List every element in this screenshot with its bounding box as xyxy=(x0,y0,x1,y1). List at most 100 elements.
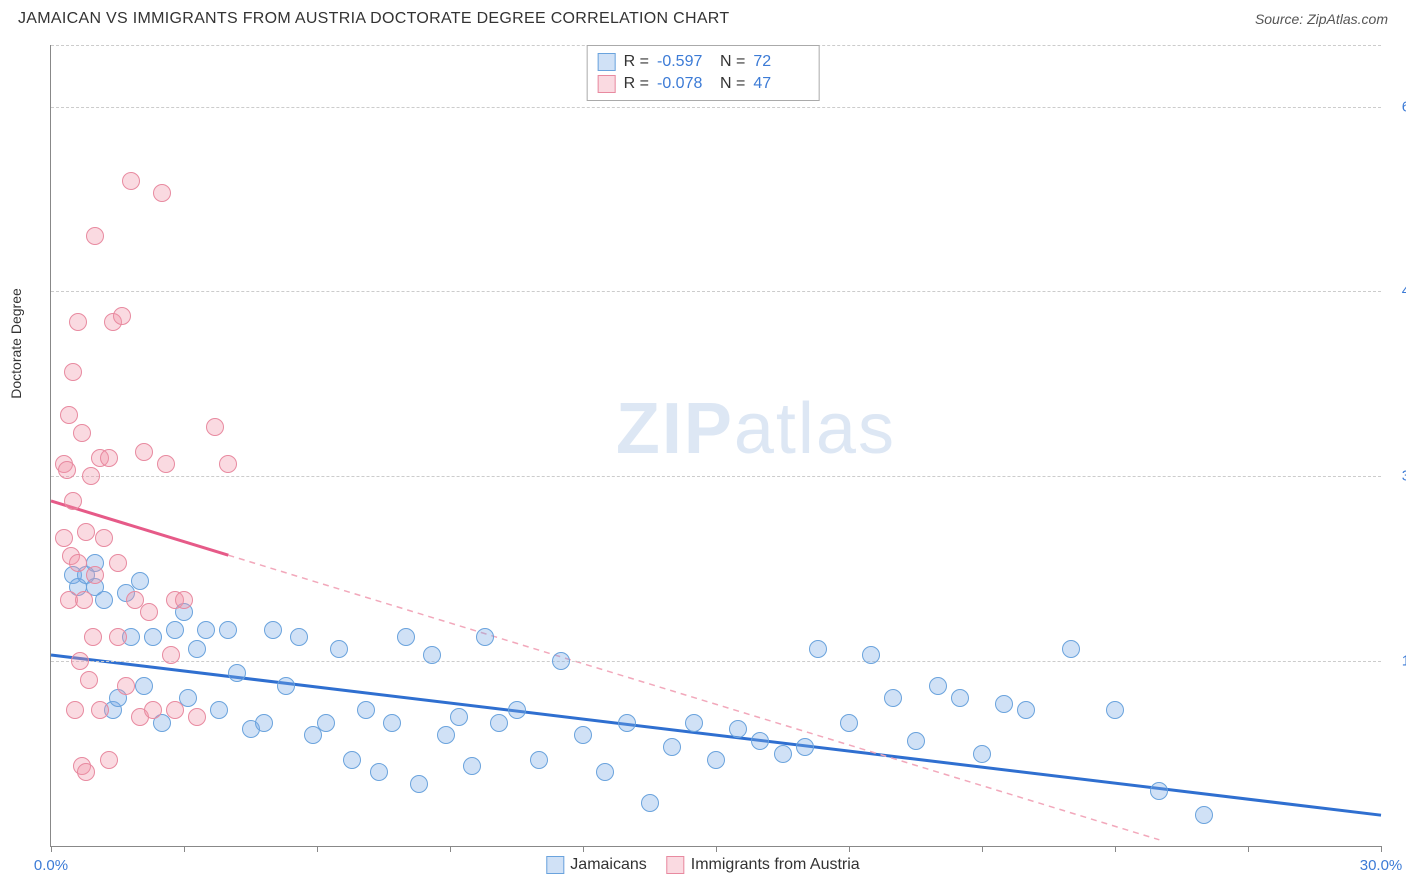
data-point xyxy=(973,745,991,763)
data-point xyxy=(153,184,171,202)
data-point xyxy=(131,572,149,590)
data-point xyxy=(64,492,82,510)
data-point xyxy=(264,621,282,639)
data-point xyxy=(166,621,184,639)
legend-label-1: Jamaicans xyxy=(570,856,646,874)
data-point xyxy=(135,443,153,461)
plot-area: ZIPatlas Doctorate Degree 1.5%3.0%4.5%6.… xyxy=(50,45,1381,847)
n-value-1: 72 xyxy=(753,53,808,71)
data-point xyxy=(929,677,947,695)
data-point xyxy=(122,172,140,190)
x-tick xyxy=(982,846,983,852)
data-point xyxy=(1017,701,1035,719)
data-point xyxy=(437,726,455,744)
data-point xyxy=(809,640,827,658)
x-tick-label: 0.0% xyxy=(34,857,68,874)
legend-item-2: Immigrants from Austria xyxy=(667,856,860,874)
data-point xyxy=(109,628,127,646)
data-point xyxy=(370,763,388,781)
gridline xyxy=(51,661,1381,662)
data-point xyxy=(530,751,548,769)
data-point xyxy=(64,363,82,381)
data-point xyxy=(685,714,703,732)
data-point xyxy=(663,738,681,756)
data-point xyxy=(58,461,76,479)
data-point xyxy=(317,714,335,732)
data-point xyxy=(86,566,104,584)
x-tick xyxy=(317,846,318,852)
correlation-legend: R = -0.597 N = 72 R = -0.078 N = 47 xyxy=(587,45,820,101)
data-point xyxy=(463,757,481,775)
data-point xyxy=(117,677,135,695)
legend-label-2: Immigrants from Austria xyxy=(691,856,860,874)
gridline xyxy=(51,107,1381,108)
trend-line-dashed xyxy=(228,555,1159,840)
data-point xyxy=(73,424,91,442)
swatch-series-1 xyxy=(598,53,616,71)
data-point xyxy=(423,646,441,664)
n-label: N = xyxy=(720,75,745,93)
data-point xyxy=(410,775,428,793)
data-point xyxy=(210,701,228,719)
data-point xyxy=(862,646,880,664)
series-legend: Jamaicans Immigrants from Austria xyxy=(546,856,859,874)
data-point xyxy=(884,689,902,707)
x-tick xyxy=(716,846,717,852)
x-tick xyxy=(184,846,185,852)
data-point xyxy=(82,467,100,485)
data-point xyxy=(1150,782,1168,800)
data-point xyxy=(397,628,415,646)
data-point xyxy=(641,794,659,812)
n-label: N = xyxy=(720,53,745,71)
data-point xyxy=(219,455,237,473)
data-point xyxy=(197,621,215,639)
y-tick-label: 4.5% xyxy=(1402,283,1406,300)
x-tick xyxy=(1248,846,1249,852)
data-point xyxy=(60,406,78,424)
data-point xyxy=(228,664,246,682)
n-value-2: 47 xyxy=(753,75,808,93)
x-tick xyxy=(849,846,850,852)
data-point xyxy=(166,701,184,719)
data-point xyxy=(508,701,526,719)
x-tick xyxy=(51,846,52,852)
x-tick xyxy=(450,846,451,852)
data-point xyxy=(69,313,87,331)
data-point xyxy=(330,640,348,658)
data-point xyxy=(1195,806,1213,824)
data-point xyxy=(290,628,308,646)
data-point xyxy=(995,695,1013,713)
data-point xyxy=(188,640,206,658)
data-point xyxy=(729,720,747,738)
legend-swatch-2 xyxy=(667,856,685,874)
data-point xyxy=(1106,701,1124,719)
y-tick-label: 3.0% xyxy=(1402,468,1406,485)
data-point xyxy=(596,763,614,781)
source-name: ZipAtlas.com xyxy=(1307,11,1388,27)
legend-swatch-1 xyxy=(546,856,564,874)
data-point xyxy=(91,701,109,719)
data-point xyxy=(277,677,295,695)
data-point xyxy=(100,449,118,467)
data-point xyxy=(113,307,131,325)
y-axis-title: Doctorate Degree xyxy=(8,288,24,399)
chart-container: JAMAICAN VS IMMIGRANTS FROM AUSTRIA DOCT… xyxy=(0,0,1406,892)
data-point xyxy=(476,628,494,646)
data-point xyxy=(100,751,118,769)
chart-header: JAMAICAN VS IMMIGRANTS FROM AUSTRIA DOCT… xyxy=(18,10,1388,28)
data-point xyxy=(450,708,468,726)
x-tick xyxy=(1381,846,1382,852)
r-label: R = xyxy=(624,53,649,71)
y-tick-label: 6.0% xyxy=(1402,98,1406,115)
data-point xyxy=(219,621,237,639)
data-point xyxy=(95,529,113,547)
gridline xyxy=(51,291,1381,292)
data-point xyxy=(175,591,193,609)
source-attribution: Source: ZipAtlas.com xyxy=(1255,11,1388,27)
r-label: R = xyxy=(624,75,649,93)
data-point xyxy=(255,714,273,732)
data-point xyxy=(707,751,725,769)
data-point xyxy=(77,523,95,541)
data-point xyxy=(574,726,592,744)
data-point xyxy=(907,732,925,750)
